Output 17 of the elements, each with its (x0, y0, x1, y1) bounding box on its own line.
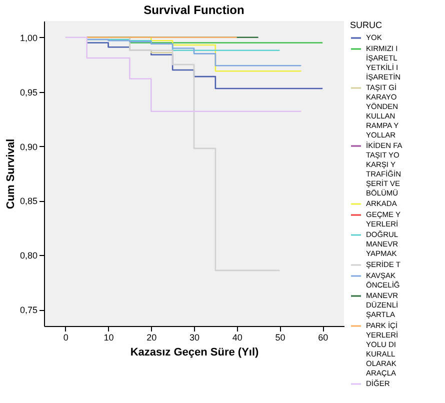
y-tick-label: 0,80 (20, 250, 38, 261)
y-tick-label: 1,00 (20, 32, 38, 43)
x-tick-label: 30 (189, 332, 200, 342)
x-tick-label: 0 (63, 332, 68, 342)
y-axis-title: Cum Survival (4, 138, 17, 210)
y-tick-label: 0,95 (20, 87, 38, 98)
y-tick-label: 0,90 (20, 142, 38, 152)
y-tick-label: 0,75 (20, 305, 38, 316)
x-axis-title: Kazasız Geçen Süre (Yıl) (130, 346, 260, 358)
chart-title: Survival Function (144, 3, 244, 17)
x-tick-label: 40 (232, 332, 242, 342)
x-tick-label: 50 (275, 332, 286, 342)
x-tick-label: 20 (146, 332, 157, 342)
x-tick-label: 60 (318, 332, 328, 342)
x-tick-label: 10 (104, 332, 114, 342)
legend-title: SURUC (350, 20, 382, 30)
y-tick-label: 0,85 (20, 196, 38, 206)
